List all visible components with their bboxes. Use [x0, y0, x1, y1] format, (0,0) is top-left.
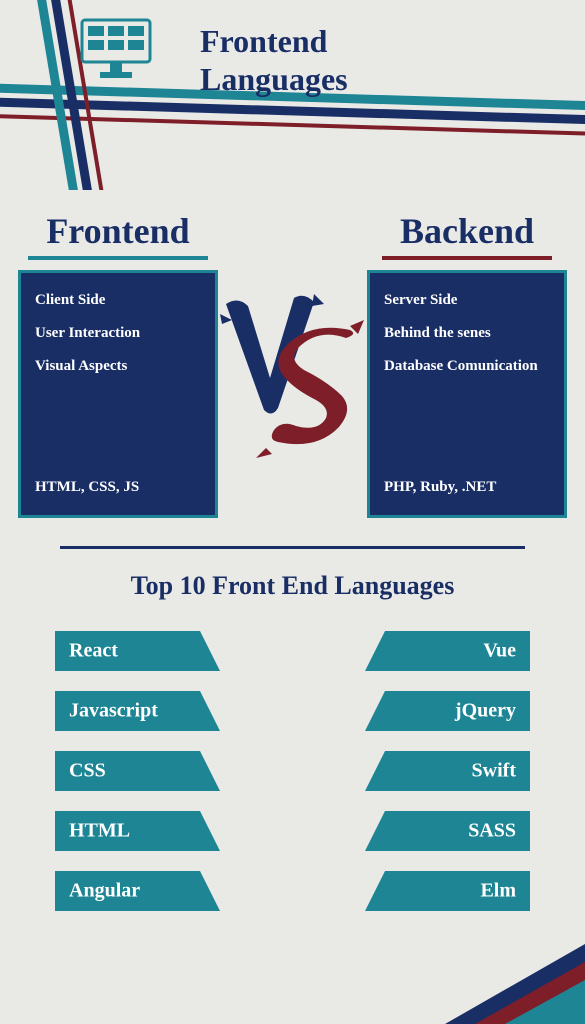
lang-item-elm: Elm: [358, 871, 531, 911]
backend-tech: PHP, Ruby, .NET: [384, 478, 550, 497]
page-title-line1: Frontend: [200, 23, 327, 59]
lang-label: Javascript: [69, 700, 158, 723]
lang-label: HTML: [69, 820, 130, 843]
lang-item-angular: Angular: [55, 871, 228, 911]
page-title: Frontend Languages: [200, 22, 348, 99]
comparison-section: Frontend Client Side User Interaction Vi…: [0, 190, 585, 518]
lang-item-react: React: [55, 631, 228, 671]
monitor-icon: [80, 18, 152, 87]
lang-label: Swift: [472, 760, 516, 783]
backend-column: Backend Server Side Behind the senes Dat…: [367, 210, 567, 518]
lang-item-sass: SASS: [358, 811, 531, 851]
spacer: [384, 389, 550, 478]
frontend-card: Client Side User Interaction Visual Aspe…: [18, 270, 218, 518]
lang-label: React: [69, 640, 118, 663]
frontend-tech: HTML, CSS, JS: [35, 478, 201, 497]
lang-label: SASS: [468, 820, 516, 843]
page-title-line2: Languages: [200, 61, 348, 97]
section-title: Top 10 Front End Languages: [0, 571, 585, 601]
lang-label: Angular: [69, 880, 140, 903]
backend-card: Server Side Behind the senes Database Co…: [367, 270, 567, 518]
lang-item-html: HTML: [55, 811, 228, 851]
corner-accent: [445, 944, 585, 1024]
frontend-line: Client Side: [35, 291, 201, 310]
frontend-column: Frontend Client Side User Interaction Vi…: [18, 210, 218, 518]
backend-line: Database Comunication: [384, 357, 550, 376]
backend-line: Behind the senes: [384, 324, 550, 343]
header: Frontend Languages: [0, 0, 585, 190]
lang-label: jQuery: [455, 700, 516, 723]
frontend-title: Frontend: [18, 210, 218, 252]
lang-item-swift: Swift: [358, 751, 531, 791]
spacer: [35, 389, 201, 478]
lang-label: Vue: [483, 640, 516, 663]
lang-item-css: CSS: [55, 751, 228, 791]
lang-item-jquery: jQuery: [358, 691, 531, 731]
lang-item-javascript: Javascript: [55, 691, 228, 731]
languages-grid: React Vue Javascript jQuery CSS Swift HT…: [0, 601, 585, 911]
frontend-underline: [28, 256, 208, 260]
lang-label: Elm: [480, 880, 516, 903]
section-divider: [60, 546, 525, 549]
lang-label: CSS: [69, 760, 106, 783]
lang-item-vue: Vue: [358, 631, 531, 671]
backend-line: Server Side: [384, 291, 550, 310]
vs-graphic: [218, 290, 368, 460]
frontend-line: Visual Aspects: [35, 357, 201, 376]
frontend-line: User Interaction: [35, 324, 201, 343]
backend-title: Backend: [367, 210, 567, 252]
backend-underline: [382, 256, 552, 260]
